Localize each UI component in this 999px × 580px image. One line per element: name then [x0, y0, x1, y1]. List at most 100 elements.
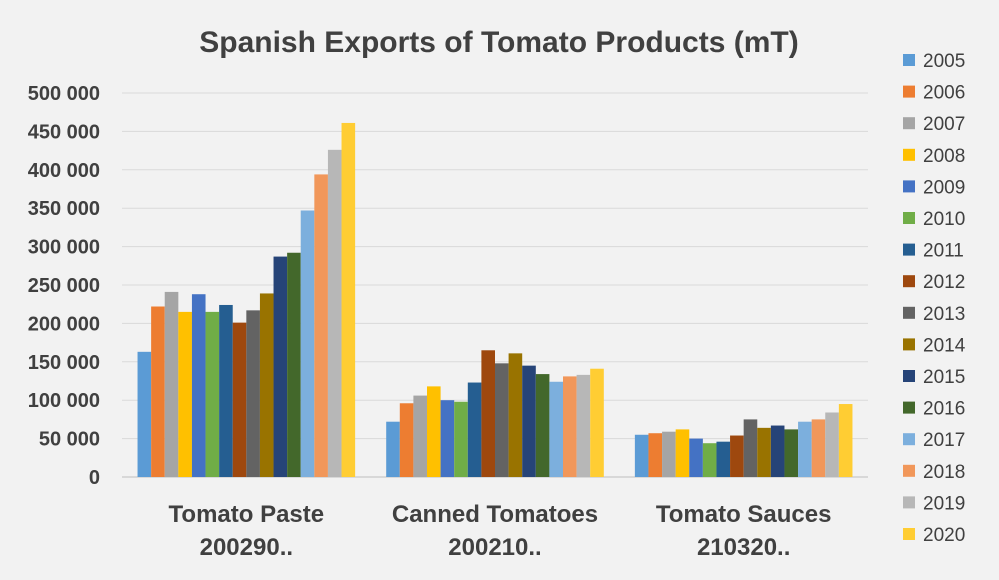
- legend-label: 2010: [923, 209, 965, 230]
- legend-label: 2008: [923, 146, 965, 167]
- x-axis-categories: Tomato Paste 200290.. Canned Tomatoes 20021…: [169, 501, 832, 561]
- x-category-label: Tomato Paste: [169, 501, 325, 528]
- bar-2017: [300, 210, 315, 477]
- legend-label: 2015: [923, 367, 965, 388]
- bar-2010: [702, 443, 717, 477]
- bar-2014: [259, 293, 274, 477]
- legend-label: 2014: [923, 335, 966, 356]
- legend-label: 2006: [923, 83, 965, 104]
- bar-2019: [576, 374, 591, 477]
- bar-2014: [508, 353, 523, 477]
- legend: 2005 2006 2007 2008 2009 2010 2011 2012 2013 2014…: [903, 51, 966, 546]
- legend-label: 2013: [923, 304, 965, 325]
- bar-2015: [273, 256, 288, 477]
- legend-swatch: [903, 370, 915, 382]
- legend-label: 2019: [923, 493, 965, 514]
- bar-2012: [730, 435, 744, 477]
- y-tick-label: 50 000: [39, 429, 100, 451]
- bar-2005: [634, 434, 649, 477]
- bar-2019: [825, 412, 839, 477]
- bar-2016: [784, 429, 799, 477]
- y-tick-label: 150 000: [28, 352, 100, 374]
- bars: [137, 122, 853, 478]
- legend-swatch: [903, 54, 915, 66]
- bar-2010: [454, 401, 468, 477]
- bar-2011: [467, 382, 482, 477]
- bar-2009: [191, 294, 206, 477]
- bar-2020: [590, 368, 604, 477]
- bar-2013: [743, 419, 758, 477]
- legend-swatch: [903, 148, 915, 161]
- bar-2014: [757, 427, 771, 477]
- legend-label: 2007: [923, 114, 965, 135]
- legend-label: 2020: [923, 525, 965, 546]
- bar-2015: [770, 425, 785, 477]
- bar-2016: [535, 374, 550, 477]
- legend-swatch: [903, 338, 915, 351]
- bar-2010: [205, 311, 220, 477]
- x-category-label: Canned Tomatoes: [392, 501, 598, 528]
- legend-swatch: [903, 85, 915, 98]
- x-category-label: 200290..: [200, 534, 293, 561]
- y-tick-label: 400 000: [28, 160, 100, 182]
- bar-2018: [563, 376, 577, 477]
- legend-swatch: [903, 528, 915, 540]
- legend-swatch: [903, 306, 915, 319]
- bar-2011: [716, 441, 731, 477]
- bar-2009: [689, 438, 703, 477]
- bar-2013: [495, 363, 509, 477]
- bar-2020: [838, 404, 853, 477]
- bar-2011: [219, 304, 233, 477]
- bar-2018: [811, 419, 826, 477]
- bar-2006: [648, 433, 663, 477]
- y-tick-label: 350 000: [28, 198, 100, 220]
- bar-2005: [386, 421, 400, 477]
- bar-2007: [662, 431, 676, 477]
- bar-2012: [232, 322, 247, 477]
- legend-swatch: [903, 433, 915, 446]
- legend-label: 2016: [923, 399, 965, 420]
- x-category-label: Tomato Sauces: [656, 501, 832, 528]
- bar-2017: [549, 381, 563, 477]
- bar-2007: [413, 395, 427, 477]
- x-category-label: 210320..: [697, 534, 790, 561]
- y-tick-label: 100 000: [28, 390, 100, 412]
- bar-2009: [440, 400, 455, 477]
- bar-2008: [675, 429, 690, 477]
- chart-title: Spanish Exports of Tomato Products (mT): [199, 26, 798, 59]
- legend-label: 2012: [923, 272, 965, 293]
- legend-label: 2005: [923, 51, 965, 72]
- legend-swatch: [903, 243, 915, 256]
- legend-label: 2018: [923, 462, 965, 483]
- bar-2013: [246, 310, 260, 477]
- y-tick-label: 250 000: [28, 275, 100, 297]
- bar-2006: [399, 403, 414, 477]
- bar-2007: [164, 291, 179, 477]
- y-tick-label: 200 000: [28, 313, 100, 335]
- y-tick-label: 0: [89, 467, 100, 489]
- legend-swatch: [903, 275, 915, 288]
- legend-swatch: [903, 212, 915, 224]
- bar-2019: [327, 149, 342, 477]
- legend-swatch: [903, 117, 915, 130]
- bar-2018: [314, 174, 328, 477]
- bar-2012: [481, 350, 495, 477]
- y-axis-ticks: 0 50 000 100 000 150 000 200 000 250 000 300 0…: [28, 83, 100, 489]
- legend-swatch: [903, 464, 915, 477]
- legend-label: 2009: [923, 177, 965, 198]
- bar-2008: [178, 311, 192, 477]
- y-tick-label: 300 000: [28, 237, 100, 259]
- legend-swatch: [903, 496, 915, 509]
- bar-2008: [427, 386, 441, 477]
- y-tick-label: 500 000: [28, 83, 100, 105]
- legend-label: 2017: [923, 430, 965, 451]
- bar-2016: [287, 252, 301, 477]
- bar-2005: [137, 351, 152, 477]
- bar-2006: [151, 306, 165, 477]
- bar-2017: [798, 421, 812, 477]
- bar-2015: [522, 365, 536, 477]
- legend-swatch: [903, 401, 915, 414]
- x-category-label: 200210..: [448, 534, 541, 561]
- bar-2020: [341, 122, 356, 478]
